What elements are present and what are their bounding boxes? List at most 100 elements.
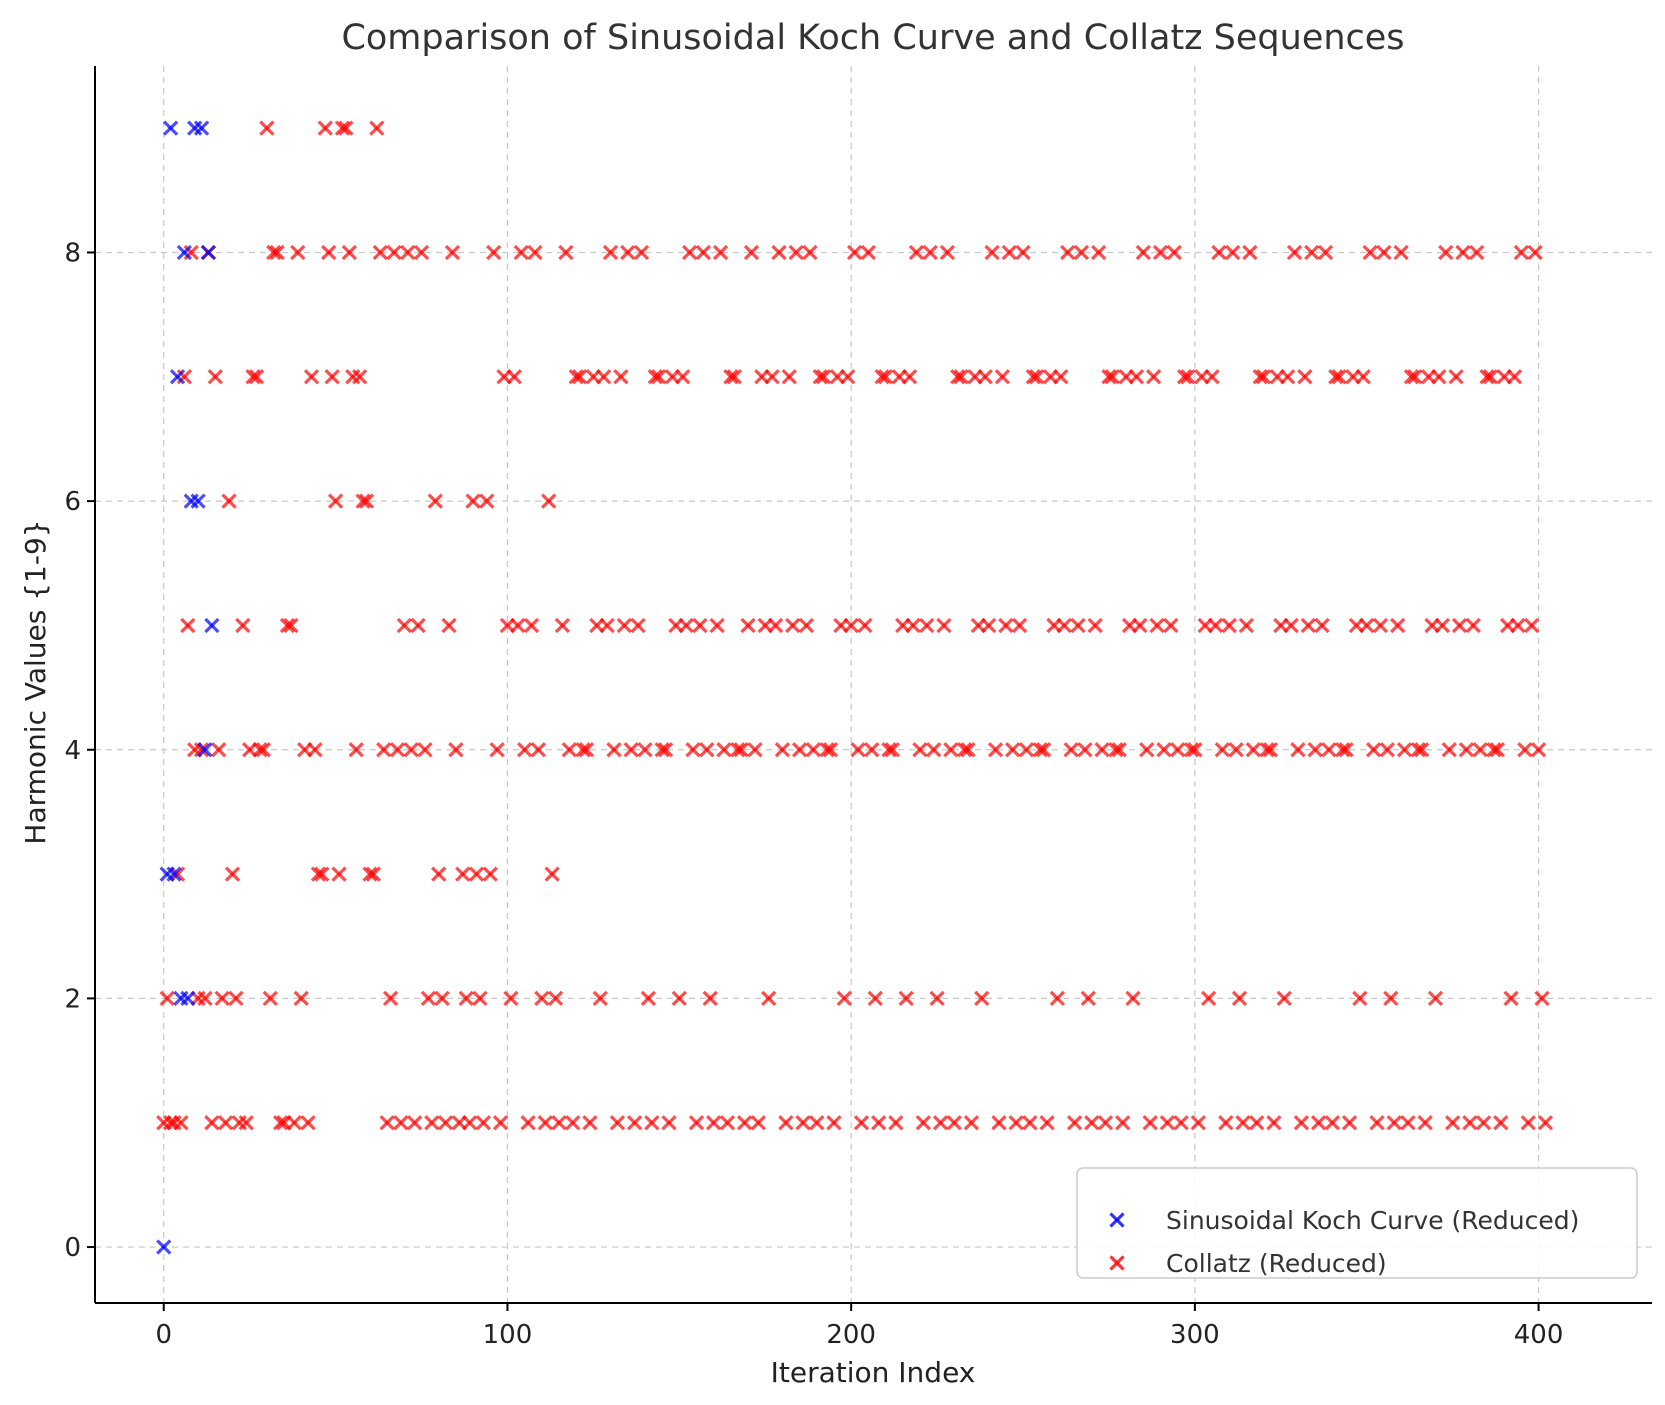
collatz-point [272, 1115, 289, 1131]
collatz-point [877, 369, 894, 385]
collatz-point [248, 369, 265, 385]
collatz-point [761, 990, 777, 1007]
collatz-point [630, 617, 646, 634]
collatz-point [355, 493, 371, 509]
collatz-point [379, 1115, 395, 1131]
collatz-point [1445, 1115, 1461, 1131]
collatz-point [901, 369, 918, 385]
collatz-point [1489, 742, 1505, 758]
collatz-point [1135, 244, 1151, 261]
koch-point [169, 369, 186, 385]
collatz-point [1458, 742, 1475, 758]
collatz-point [805, 742, 821, 758]
collatz-point [802, 244, 818, 261]
collatz-point [376, 742, 392, 758]
collatz-point [1266, 1115, 1282, 1131]
collatz-point [846, 244, 863, 261]
collatz-point [1245, 742, 1261, 758]
collatz-point [1482, 369, 1499, 385]
collatz-point [358, 493, 375, 509]
collatz-point [1390, 617, 1406, 634]
collatz-point [321, 244, 337, 261]
collatz-point [1207, 617, 1224, 634]
collatz-point [1139, 742, 1155, 758]
collatz-point [1293, 1115, 1310, 1131]
collatz-point [331, 866, 347, 882]
collatz-point [932, 1115, 949, 1131]
collatz-point [998, 617, 1014, 634]
collatz-point [475, 1115, 492, 1131]
collatz-point [1441, 742, 1457, 758]
collatz-point [1417, 1115, 1433, 1131]
collatz-point [981, 617, 997, 634]
collatz-point [159, 990, 175, 1007]
collatz-point [781, 369, 797, 385]
collatz-point [974, 990, 990, 1007]
collatz-point [1365, 742, 1382, 758]
koch-point [176, 244, 192, 261]
collatz-point [816, 369, 832, 385]
collatz-point [279, 617, 296, 634]
collatz-point [327, 493, 344, 509]
x-axis-label: Iteration Index [771, 1356, 976, 1389]
collatz-point [764, 369, 780, 385]
collatz-point [462, 1115, 478, 1131]
collatz-point [338, 120, 354, 136]
collatz-point [255, 742, 272, 758]
collatz-point [1493, 1115, 1509, 1131]
collatz-point [314, 866, 330, 882]
collatz-point [640, 990, 657, 1007]
collatz-point [767, 617, 784, 634]
collatz-point [389, 742, 406, 758]
collatz-point [1073, 244, 1090, 261]
collatz-point [465, 493, 481, 509]
collatz-point [1300, 617, 1316, 634]
collatz-point [1022, 1115, 1038, 1131]
collatz-point [1087, 617, 1103, 634]
collatz-point [283, 617, 299, 634]
collatz-point [939, 244, 956, 261]
collatz-point [259, 120, 275, 136]
collatz-point [578, 742, 595, 758]
collatz-point [1297, 369, 1313, 385]
collatz-point [1448, 369, 1464, 385]
collatz-point [193, 742, 210, 758]
collatz-point [1530, 742, 1547, 758]
collatz-point [513, 244, 529, 261]
collatz-point [217, 1115, 234, 1131]
collatz-point [991, 1115, 1007, 1131]
legend-marker-koch-cross [1109, 1212, 1125, 1228]
collatz-point [235, 617, 251, 634]
collatz-point [953, 369, 969, 385]
collatz-point [424, 1115, 440, 1131]
collatz-point [651, 369, 667, 385]
collatz-point [712, 244, 729, 261]
collatz-point [1517, 742, 1533, 758]
collatz-point [740, 617, 756, 634]
legend-label-collatz: Collatz (Reduced) [1166, 1249, 1387, 1278]
collatz-point [393, 1115, 409, 1131]
collatz-point [1513, 244, 1530, 261]
collatz-point [558, 244, 574, 261]
collatz-point [427, 493, 443, 509]
collatz-point [1211, 244, 1227, 261]
collatz-point [678, 617, 694, 634]
collatz-point [774, 742, 791, 758]
collatz-point [1190, 1115, 1206, 1131]
collatz-point [671, 990, 687, 1007]
collatz-point [1101, 369, 1117, 385]
collatz-point [857, 617, 873, 634]
collatz-point [1506, 369, 1523, 385]
collatz-point [382, 990, 399, 1007]
collatz-point [616, 617, 632, 634]
collatz-point [609, 1115, 626, 1131]
collatz-point [173, 1115, 189, 1131]
collatz-point [362, 866, 378, 882]
collatz-point [1214, 742, 1230, 758]
collatz-point [527, 244, 543, 261]
collatz-point [1310, 1115, 1327, 1131]
collatz-point [685, 742, 701, 758]
x-tick-label: 300 [1170, 1320, 1220, 1350]
collatz-point [984, 244, 1000, 261]
